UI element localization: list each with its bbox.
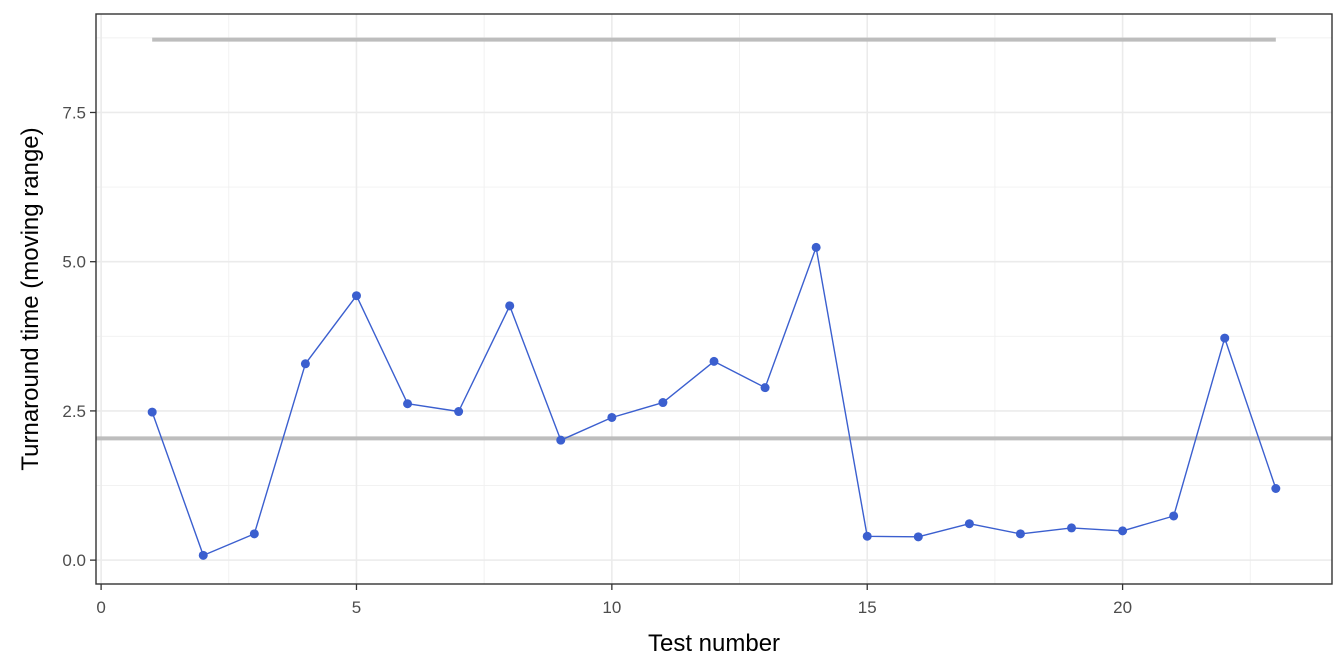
x-tick-label: 10 — [602, 598, 621, 617]
data-point — [1220, 333, 1230, 343]
data-point — [862, 531, 872, 541]
reference-lines — [96, 37, 1332, 441]
data-point — [1015, 529, 1025, 539]
data-point — [1067, 523, 1077, 533]
y-tick-label: 0.0 — [62, 551, 86, 570]
x-tick-label: 5 — [352, 598, 361, 617]
data-point — [607, 412, 617, 422]
data-point — [351, 291, 361, 301]
data-point — [1169, 511, 1179, 521]
data-point — [403, 399, 413, 409]
x-axis: 0 5 10 15 20 — [96, 584, 1132, 617]
x-tick-label: 0 — [96, 598, 105, 617]
data-point — [198, 550, 208, 560]
x-tick-label: 15 — [858, 598, 877, 617]
data-point — [709, 356, 719, 366]
data-point — [811, 242, 821, 252]
y-tick-label: 7.5 — [62, 103, 86, 122]
plot-panel-border — [95, 13, 1333, 585]
data-point — [505, 301, 515, 311]
y-axis-title: Turnaround time (moving range) — [17, 127, 44, 470]
data-point — [1271, 484, 1281, 494]
data-point — [249, 529, 259, 539]
series-points — [147, 242, 1281, 560]
data-point — [964, 519, 974, 529]
data-point — [454, 407, 464, 417]
y-tick-label: 5.0 — [62, 253, 86, 272]
x-tick-label: 20 — [1113, 598, 1132, 617]
y-axis: 0.0 2.5 5.0 7.5 — [62, 103, 96, 570]
major-gridlines — [96, 14, 1332, 584]
data-point — [658, 398, 668, 408]
x-axis-title: Test number — [648, 630, 780, 657]
data-point — [760, 383, 770, 393]
data-point — [913, 532, 923, 542]
data-point — [1118, 526, 1128, 536]
data-point — [300, 359, 310, 369]
data-point — [556, 435, 566, 445]
data-point — [147, 407, 157, 417]
plot-panel-background — [96, 14, 1332, 584]
y-tick-label: 2.5 — [62, 402, 86, 421]
